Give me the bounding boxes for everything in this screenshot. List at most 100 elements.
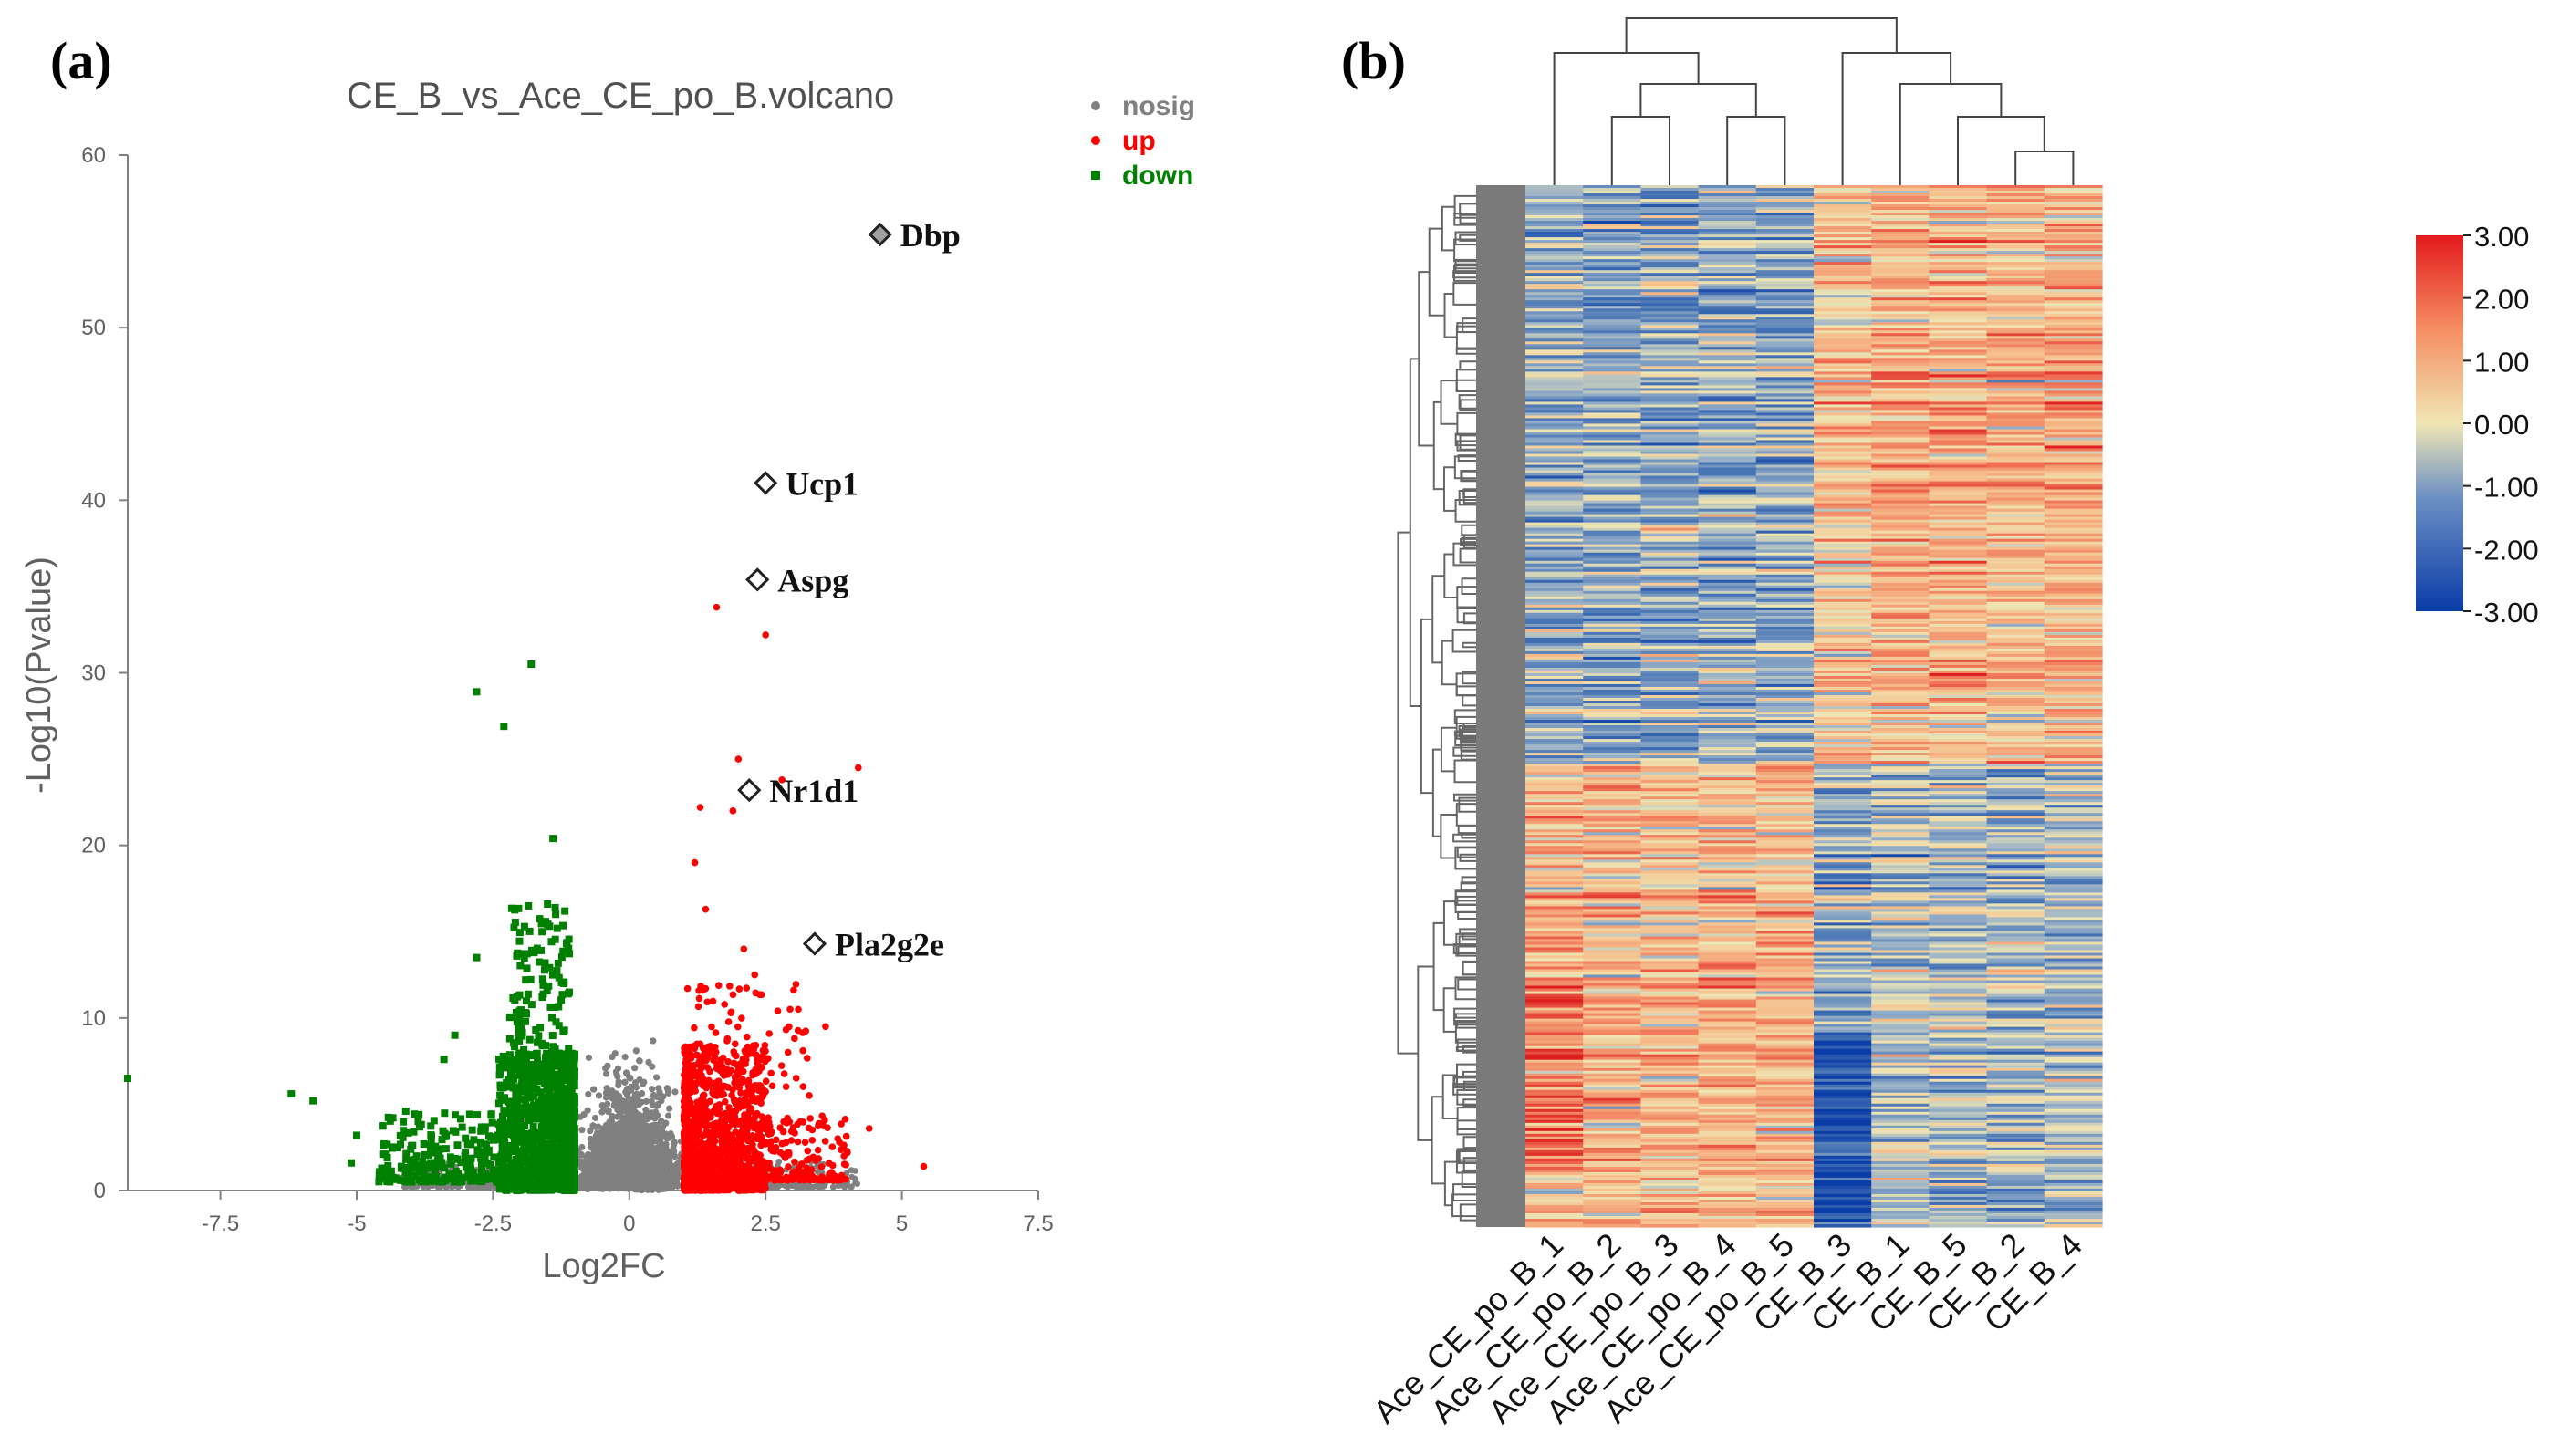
down-point [526,1036,534,1044]
panel-a-label: (a) [50,31,112,90]
nosig-point [627,1075,633,1081]
down-point [517,1006,525,1014]
down-point [560,1139,567,1146]
down-point [399,1177,406,1184]
down-point [495,1056,503,1063]
nosig-point [609,1122,615,1128]
nosig-point [656,1149,662,1155]
down-point [427,1122,434,1129]
nosig-point [636,1180,642,1187]
nosig-point [775,1184,781,1191]
nosig-point [616,1093,622,1099]
down-point [546,964,553,972]
nosig-point [578,1164,585,1170]
volcano-x-label: Log2FC [542,1247,665,1285]
nosig-point [592,1115,598,1121]
down-point [392,1176,400,1183]
down-point [405,1129,412,1137]
nosig-point [604,1085,610,1091]
down-point [379,1122,386,1129]
nosig-point [584,1164,590,1170]
down-point [428,1164,435,1171]
nosig-point [668,1132,674,1139]
down-point [549,835,557,842]
down-point [553,967,560,974]
down-point [505,1144,513,1151]
down-point [478,1177,485,1184]
x-tick-label: -5 [347,1212,366,1236]
down-point [447,1153,454,1160]
down-point [515,938,523,945]
down-point [473,954,480,962]
nosig-point [635,1114,641,1120]
nosig-point [578,1127,585,1133]
nosig-point [653,1094,660,1100]
nosig-point [631,1065,638,1071]
nosig-point [604,1101,610,1108]
down-point [516,962,524,969]
nosig-point [578,1180,585,1187]
nosig-point [643,1138,650,1144]
nosig-point [854,1180,860,1187]
down-point [457,1115,464,1122]
down-point [412,1172,420,1180]
down-point [554,1055,561,1062]
down-point [559,922,567,930]
nosig-point [643,1098,650,1105]
down-point [517,1066,525,1074]
down-point [441,1056,448,1063]
down-point [535,1180,542,1188]
down-point [526,1103,534,1110]
down-point [519,1185,526,1192]
down-point [570,1135,577,1142]
down-point [528,1083,536,1090]
down-point [427,1131,434,1139]
nosig-point [659,1127,665,1133]
y-tick-label: 0 [94,1179,106,1203]
down-point [511,1186,518,1193]
nosig-point [588,1175,595,1181]
nosig-point [609,1130,615,1137]
down-point [560,980,567,987]
nosig-point [620,1151,627,1158]
nosig-point [628,1141,634,1148]
down-point [489,1119,496,1127]
nosig-point [590,1181,597,1188]
down-point [544,900,551,908]
nosig-point [589,1122,596,1128]
down-point [348,1160,355,1167]
down-point [519,1174,526,1181]
down-point [473,1111,481,1118]
nosig-point [646,1152,652,1159]
down-point [510,1056,517,1064]
down-point [545,920,552,928]
nosig-point [650,1037,656,1044]
x-tick-label: 0 [623,1212,635,1236]
down-point [519,1139,526,1146]
nosig-point [665,1112,671,1118]
down-point [510,924,517,931]
down-point [515,905,522,912]
down-point [473,688,480,695]
down-point [405,1178,412,1185]
down-point [552,1169,559,1176]
down-point [515,1129,523,1137]
down-point [516,950,524,957]
down-point [460,1174,467,1181]
nosig-point [626,1118,632,1125]
nosig-point [640,1081,646,1087]
nosig-point [638,1122,644,1128]
down-point [526,928,534,935]
down-point [539,975,546,983]
nosig-point [622,1054,629,1060]
nosig-point [613,1068,619,1075]
down-point [537,1155,545,1162]
down-point [552,904,559,911]
down-point [478,1160,485,1168]
nosig-point [613,1142,619,1149]
nosig-point [645,1170,651,1176]
down-point [546,1152,554,1160]
y-tick-label: 30 [81,661,106,686]
down-point [538,1145,546,1152]
